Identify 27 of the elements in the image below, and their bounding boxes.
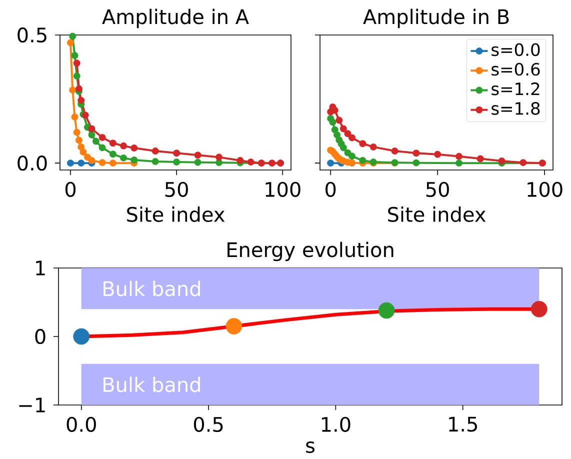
x-tick-label: 50: [165, 182, 188, 197]
x-axis-title: Site index: [127, 206, 225, 222]
y-tick-label: 0.5: [18, 27, 46, 43]
y-tick-label: 0: [35, 328, 46, 344]
x-tick-label: 1.0: [322, 416, 350, 432]
x-axis-title: Site index: [388, 206, 486, 222]
y-tick-label: −1: [19, 398, 45, 412]
x-tick-label: 1.5: [449, 416, 477, 432]
legend-label: s=0.6: [492, 62, 540, 76]
chart-title: Amplitude in A: [102, 8, 249, 28]
x-tick-label: 0: [65, 182, 76, 197]
legend-label: s=1.2: [492, 82, 540, 96]
legend-label: s=1.8: [492, 102, 540, 115]
y-tick-label: 1: [36, 260, 45, 276]
x-axis-title: s: [306, 442, 314, 454]
chart-title: Amplitude in B: [363, 8, 509, 28]
x-tick-label: 0.5: [194, 416, 223, 432]
x-tick-label: 50: [426, 182, 449, 197]
band-label: Bulk band: [104, 376, 200, 392]
x-tick-label: 0: [326, 182, 336, 197]
y-tick-label: 0.0: [18, 156, 47, 171]
chart-title: Energy evolution: [228, 242, 394, 262]
band-label: Bulk band: [104, 280, 200, 296]
legend-label: s=0.0: [492, 43, 540, 56]
x-tick-label: 100: [528, 182, 562, 197]
x-tick-label: 0.0: [66, 416, 96, 432]
x-tick-label: 100: [266, 182, 300, 197]
